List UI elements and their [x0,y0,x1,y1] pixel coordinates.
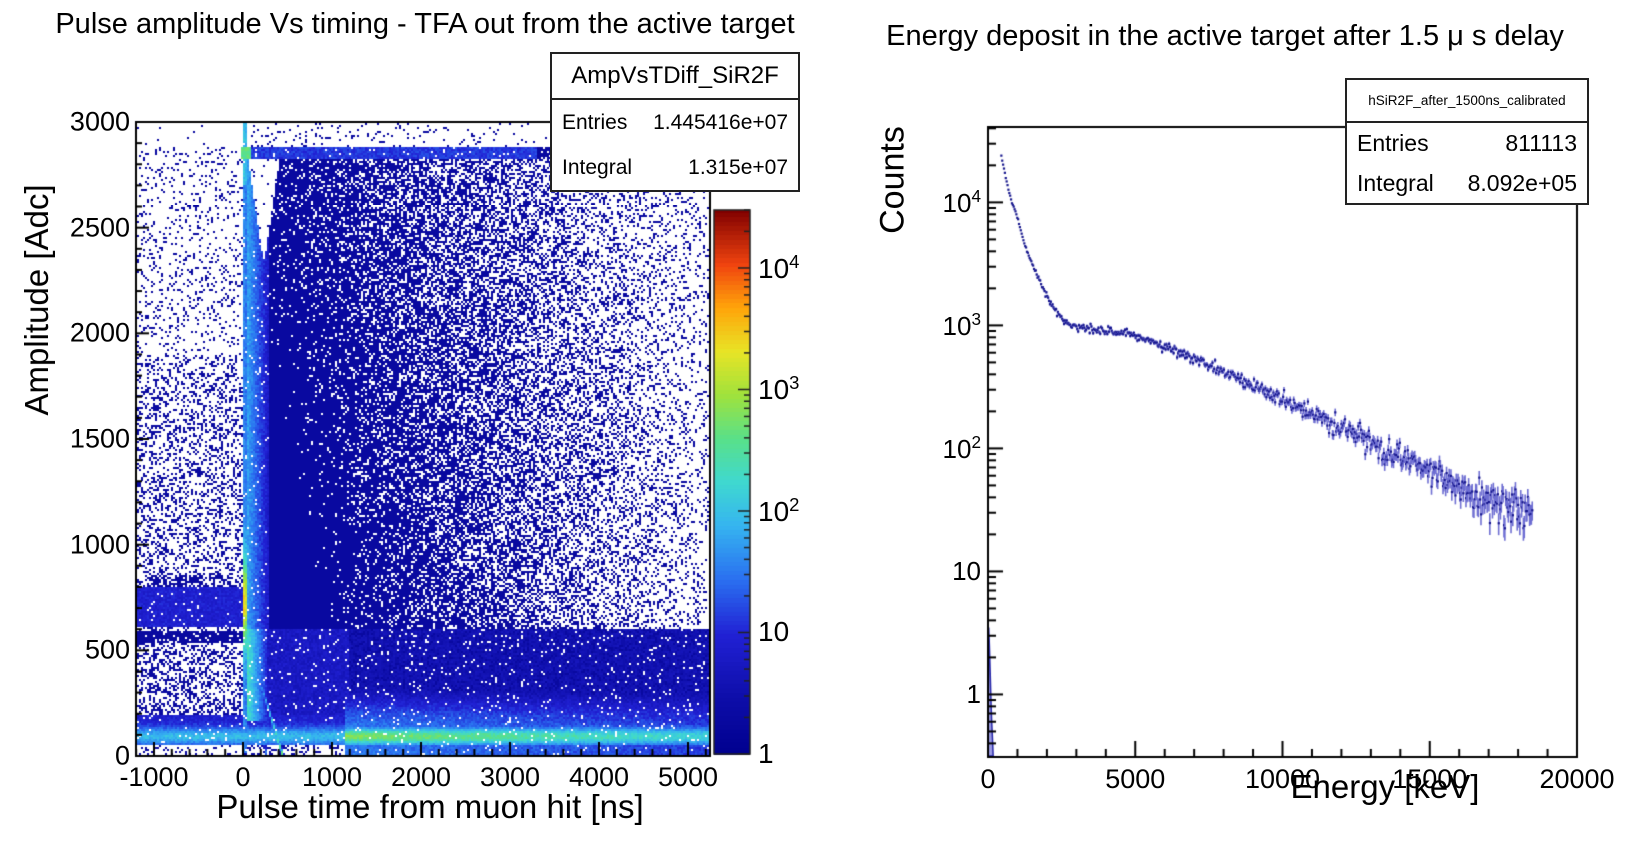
y-tick-label: 10 [952,556,981,587]
x-tick-label: -1000 [119,762,189,792]
x-tick-label: 1000 [301,762,363,792]
right-y-axis-title: Counts [873,126,912,234]
x-tick-label: 10000 [1244,764,1321,794]
colorbar-tick-label: 10 [758,616,790,648]
left-stats-integral-row: Integral 1.315e+07 [552,145,798,190]
colorbar-tick-label: 1 [758,738,774,769]
y-tick-label: 103 [942,309,981,342]
right-x-axis-title: Energy [keV] [1290,768,1480,805]
x-tick-label: 4000 [568,762,630,792]
colorbar-tick-label: 104 [758,250,800,285]
y-tick-label: 3000 [69,106,130,137]
left-stats-box: AmpVsTDiff_SiR2F Entries 1.445416e+07 In… [550,52,800,192]
left-stats-integral-label: Integral [562,155,633,179]
x-tick-label: 5000 [657,762,719,792]
y-tick-label: 1000 [69,529,130,560]
colorbar-tick-label: 103 [758,372,800,406]
x-tick-label: 5000 [1105,764,1166,794]
right-stats-entries-value: 811113 [1505,129,1577,156]
left-stats-entries-value: 1.445416e+07 [653,110,788,134]
left-y-axis-title: Amplitude [Adc] [18,184,55,416]
right-plot-title: Energy deposit in the active target afte… [886,20,1564,52]
y-tick-label: 2000 [69,317,130,348]
right-stats-integral-label: Integral [1357,169,1434,196]
y-tick-label: 2500 [69,212,130,243]
x-tick-label: 2000 [390,762,452,792]
right-stats-entries-label: Entries [1357,129,1429,156]
right-stats-entries-row: Entries 811113 [1347,123,1587,163]
y-tick-label: 102 [942,432,981,465]
x-tick-label: 20000 [1539,764,1615,794]
left-stats-integral-value: 1.315e+07 [688,155,788,179]
colorbar-tick-label: 102 [758,493,800,528]
x-tick-label: 15000 [1392,764,1468,794]
right-stats-integral-value: 8.092e+05 [1467,169,1577,196]
y-tick-label: 0 [114,740,130,771]
right-stats-integral-row: Integral 8.092e+05 [1347,163,1587,203]
y-tick-label: 1500 [69,423,130,454]
left-stats-entries-row: Entries 1.445416e+07 [552,100,798,145]
y-tick-label: 500 [84,634,130,665]
left-x-axis-title: Pulse time from muon hit [ns] [216,788,644,825]
right-stats-title: hSiR2F_after_1500ns_calibrated [1347,80,1587,123]
y-tick-label: 1 [966,679,981,710]
x-tick-label: 3000 [479,762,541,792]
x-tick-label: 0 [980,764,996,794]
y-tick-label: 104 [942,186,981,219]
left-stats-entries-label: Entries [562,110,628,134]
right-stats-box: hSiR2F_after_1500ns_calibrated Entries 8… [1345,78,1589,205]
left-plot-title: Pulse amplitude Vs timing - TFA out from… [55,8,795,40]
x-tick-label: 0 [235,762,251,792]
left-stats-title: AmpVsTDiff_SiR2F [552,54,798,100]
